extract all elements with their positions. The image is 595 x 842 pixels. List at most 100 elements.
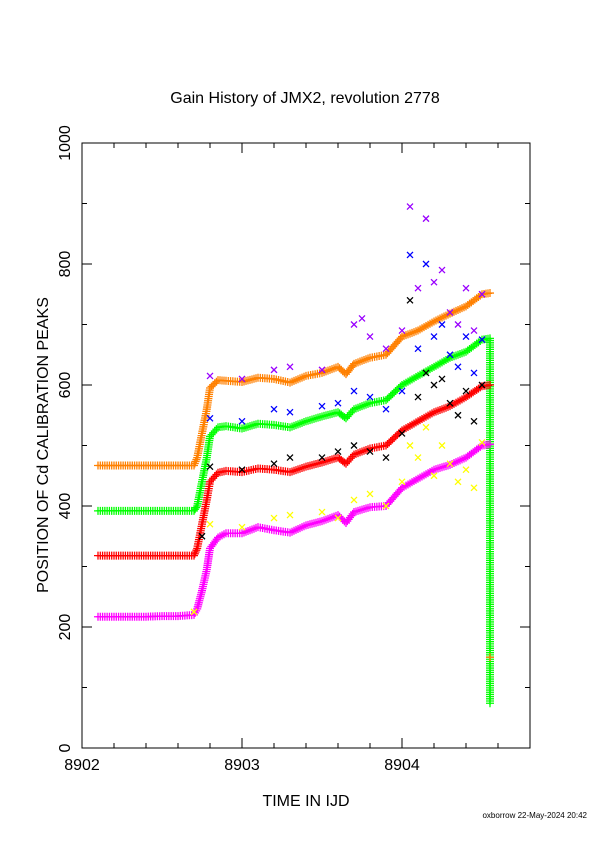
trace-point — [326, 514, 334, 523]
trace-point — [354, 358, 362, 367]
trace-point — [328, 513, 336, 522]
trace-point — [210, 379, 219, 388]
trace-point — [332, 408, 340, 417]
trace-point — [426, 467, 434, 476]
data-point — [430, 278, 438, 286]
data-point — [462, 333, 470, 341]
series-8 — [486, 653, 494, 662]
data-point — [470, 327, 478, 335]
trace-point — [379, 441, 388, 450]
trace-point — [358, 402, 366, 411]
trace-point — [292, 376, 300, 385]
trace-point — [354, 403, 362, 412]
data-point — [438, 442, 446, 449]
y-tick-label: 0 — [57, 743, 74, 752]
data-point — [238, 375, 246, 383]
trace-point — [346, 408, 355, 417]
data-point — [206, 414, 214, 422]
trace-point — [426, 365, 434, 374]
series-7 — [190, 423, 486, 616]
trace-point — [300, 418, 308, 427]
trace-point — [458, 349, 466, 358]
data-point — [454, 363, 462, 371]
trace-point — [212, 377, 221, 386]
data-point — [334, 514, 342, 522]
data-point — [206, 372, 214, 380]
x-tick-label: 8902 — [64, 757, 100, 774]
tick-labels: 8902 8903 8904 0 200 400 600 800 1000 — [57, 125, 420, 774]
trace-point — [452, 458, 460, 467]
trace-point — [205, 386, 214, 395]
plot-frame — [81, 142, 531, 749]
data-point — [350, 387, 358, 395]
y-tick-label: 400 — [57, 493, 74, 520]
trace-point — [364, 399, 372, 408]
trace-point — [456, 456, 464, 465]
trace-point — [410, 328, 418, 337]
trace-point — [452, 306, 460, 315]
data-point — [382, 502, 390, 510]
trace-point — [202, 455, 211, 464]
x-tick-label: 8904 — [384, 757, 420, 774]
data-point — [270, 514, 278, 522]
trace-point — [326, 365, 334, 374]
trace-point — [298, 464, 306, 473]
trace-point — [347, 511, 356, 520]
data-point — [422, 369, 430, 377]
trace-point — [298, 373, 306, 382]
data-point — [286, 363, 294, 371]
data-point — [470, 369, 478, 377]
data-point — [414, 284, 422, 292]
trace-point — [426, 319, 434, 328]
data-point — [478, 439, 486, 446]
trace-point — [428, 409, 436, 418]
trace-point — [244, 526, 252, 535]
data-point — [478, 381, 486, 389]
data-point — [438, 321, 446, 328]
trace-point — [316, 413, 324, 422]
trace-point — [192, 546, 201, 555]
trace-point — [356, 357, 364, 366]
trace-point — [395, 335, 404, 344]
trace-point — [362, 400, 370, 409]
series-4 — [206, 203, 486, 383]
data-point — [318, 454, 326, 462]
trace-point — [346, 454, 355, 463]
trace-point — [354, 449, 362, 458]
trace-point — [474, 384, 483, 393]
trace-point — [322, 515, 330, 524]
trace-point — [292, 421, 300, 430]
trace-point — [267, 374, 276, 383]
data-point — [446, 460, 454, 468]
data-point — [270, 366, 278, 374]
trace-point — [438, 405, 446, 414]
trace-point — [288, 422, 296, 431]
data-point — [334, 448, 342, 456]
trace-point — [454, 457, 462, 466]
trace-point — [298, 418, 306, 427]
trace-point — [474, 338, 483, 347]
data-point — [406, 296, 414, 304]
trace-point — [442, 403, 450, 412]
data-point — [414, 345, 422, 353]
x-tick-label: 8903 — [224, 757, 260, 774]
trace-point — [458, 395, 466, 404]
y-tick-label: 1000 — [57, 125, 74, 161]
trace-point — [267, 525, 276, 534]
data-point — [286, 408, 294, 416]
data-point — [462, 387, 470, 395]
trace-point — [484, 289, 492, 298]
trace-point — [197, 480, 206, 488]
trace-point — [356, 448, 364, 457]
trace-point — [395, 487, 404, 496]
data-point — [286, 511, 294, 519]
trace-point — [211, 537, 220, 546]
data-point — [366, 333, 374, 341]
data-point — [238, 523, 246, 531]
data-point — [382, 454, 390, 462]
trace-point — [436, 405, 444, 414]
credit-line: oxborrow 22-May-2024 20:42 — [482, 811, 587, 820]
data-point — [398, 327, 406, 335]
data-point — [406, 203, 414, 210]
